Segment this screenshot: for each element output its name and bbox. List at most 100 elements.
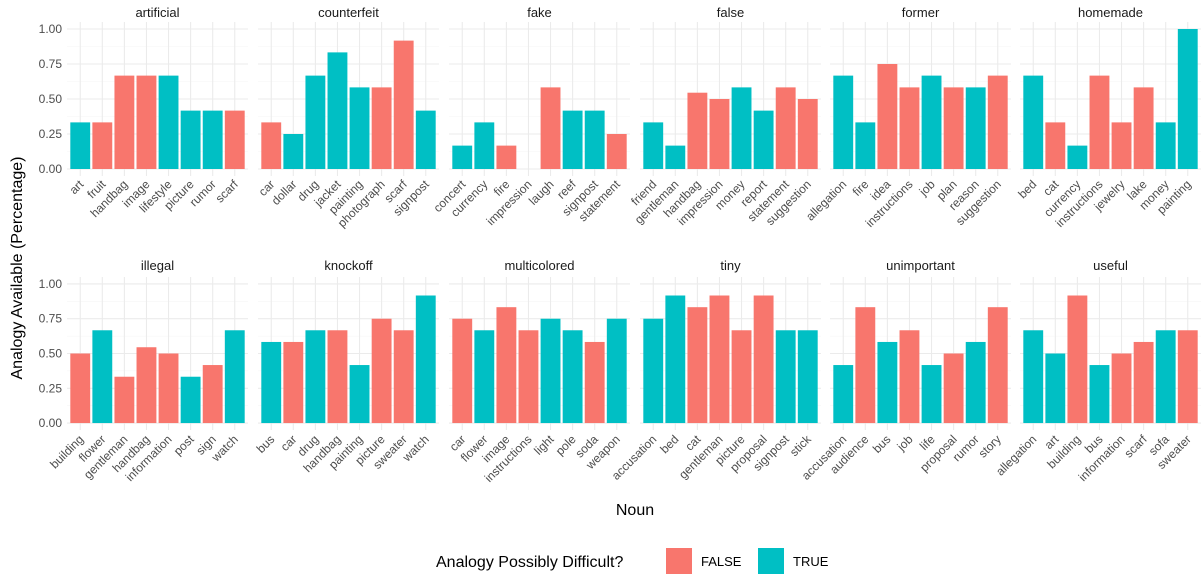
bar-concert (452, 145, 473, 169)
bar-image (136, 75, 157, 169)
y-tick-label: 1.00 (39, 277, 63, 291)
x-tick-label: job (916, 177, 938, 199)
facet-title: homemade (1078, 5, 1143, 20)
bar-dollar (283, 134, 304, 169)
bar-bed (665, 295, 686, 424)
bar-signpost (415, 110, 436, 169)
bar-bus (1089, 365, 1110, 424)
bar-laugh (540, 87, 561, 169)
x-tick-label: bed (1015, 177, 1039, 201)
facet-panel: bed catcurrencyinstructionsjewelrylakemon… (1015, 5, 1201, 230)
x-axis-title: Noun (616, 502, 654, 519)
bar-allegation (833, 75, 854, 169)
bar-reason (965, 87, 986, 169)
bar-sweater (1177, 330, 1198, 424)
bar-impression (709, 99, 730, 169)
bar-report (753, 110, 774, 169)
bar-watch (415, 295, 436, 424)
bar-suggestion (987, 75, 1008, 169)
x-tick-label: dollar (269, 177, 300, 208)
facet-title: tiny (720, 258, 741, 273)
y-tick-label: 0.25 (39, 381, 63, 395)
facet-title: illegal (141, 258, 174, 273)
bar-currency (1067, 145, 1088, 169)
y-tick-label: 0.00 (39, 162, 63, 176)
bar-rumor (965, 341, 986, 424)
bar-car (283, 341, 304, 424)
facet-title: counterfeit (318, 5, 379, 20)
x-tick-label: scarf (1121, 432, 1150, 461)
bar-sign (202, 365, 223, 424)
bar-pole (562, 330, 583, 424)
bar-fire (496, 145, 517, 169)
bar-cat (1045, 122, 1066, 169)
bar-painting (349, 365, 370, 424)
bar-accusation (833, 365, 854, 424)
bar-handbag (327, 330, 348, 424)
facet-panel: bus cardrughandbagpaintingpicturesweaterw… (254, 258, 439, 475)
legend: Analogy Possibly Difficult? FALSE TRUE (436, 548, 829, 574)
bar-jewelry (1111, 122, 1132, 169)
bar-car (261, 122, 282, 169)
facets: artfruithandbagimagelifestylepicturerumo… (39, 5, 1201, 485)
bar-gentleman (709, 295, 730, 424)
bar-rumor (202, 110, 223, 169)
bar-picture (731, 330, 752, 424)
facet-panel: cardollardrugjacketpaintingphotographsca… (256, 5, 439, 230)
x-tick-label: bus (870, 432, 894, 456)
bar-scarf (393, 40, 414, 170)
bar-statement (606, 134, 627, 169)
bar-jacket (327, 52, 348, 169)
legend-label: FALSE (701, 554, 742, 569)
x-tick-label: art (67, 177, 87, 197)
bar-art (1045, 353, 1066, 424)
bar-instructions (1089, 75, 1110, 169)
bar-sweater (393, 330, 414, 424)
bar-painting (1177, 29, 1198, 169)
bar-money (1155, 122, 1176, 169)
bar-instructions (518, 330, 539, 424)
legend-key (758, 548, 784, 574)
bar-scarf (1133, 341, 1154, 424)
bar-idea (877, 64, 898, 169)
x-tick-label: scarf (213, 177, 242, 206)
bar-audience (855, 307, 876, 424)
bar-handbag (114, 75, 135, 169)
y-axis-title: Analogy Available (Percentage) (9, 157, 26, 380)
bar-cat (687, 307, 708, 424)
bar-gentleman (665, 145, 686, 169)
facet-title: artificial (135, 5, 179, 20)
facet-panel: friendgentlemanhandbagimpressionmoneyrep… (628, 5, 821, 228)
bar-scarf (224, 110, 245, 169)
x-tick-label: light (531, 432, 557, 458)
bar-job (899, 330, 920, 424)
bar-information (158, 353, 179, 424)
facet-title: fake (527, 5, 552, 20)
x-tick-label: post (171, 432, 197, 458)
bar-proposal (753, 295, 774, 424)
bar-proposal (943, 353, 964, 424)
bar-friend (643, 122, 664, 169)
bar-soda (584, 341, 605, 424)
facet-panel: buildingflowergentlemanhandbaginformatio… (39, 258, 248, 484)
bar-suggestion (797, 99, 818, 169)
y-tick-label: 1.00 (39, 22, 63, 36)
bar-light (540, 318, 561, 424)
bar-fire (855, 122, 876, 169)
bar-job (921, 75, 942, 169)
bar-post (180, 376, 201, 424)
bar-accusation (643, 318, 664, 424)
bar-picture (180, 110, 201, 169)
y-tick-label: 0.00 (39, 416, 63, 430)
bar-fruit (92, 122, 113, 169)
facet-title: former (902, 5, 940, 20)
x-tick-label: bus (254, 432, 278, 456)
facet-title: knockoff (324, 258, 373, 273)
legend-key (666, 548, 692, 574)
bar-painting (349, 87, 370, 169)
y-tick-label: 0.75 (39, 57, 63, 71)
bar-building (1067, 295, 1088, 424)
